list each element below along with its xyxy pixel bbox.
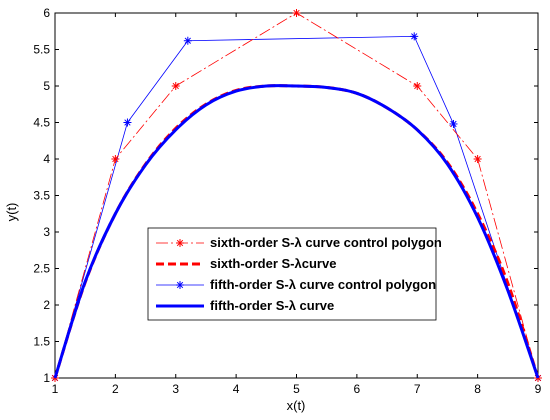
- y-tick-label: 3.5: [33, 189, 50, 203]
- plot-area: [51, 9, 542, 382]
- x-tick-label: 2: [112, 382, 119, 396]
- x-tick-label: 3: [172, 382, 179, 396]
- legend-label-2: fifth-order S-λ curve control polygon: [210, 277, 436, 292]
- legend-label-3: fifth-order S-λ curve: [210, 298, 334, 313]
- legend-marker-2: [176, 281, 184, 289]
- y-tick-label: 4.5: [33, 116, 50, 130]
- y-tick-label: 5: [43, 79, 50, 93]
- series-0-point: [413, 82, 422, 90]
- series-0-point: [473, 155, 482, 163]
- series-2-point: [449, 119, 458, 128]
- x-axis-label: x(t): [287, 398, 306, 413]
- y-axis-label: y(t): [4, 203, 19, 222]
- legend: sixth-order S-λ curve control polygon six…: [147, 227, 442, 321]
- legend-marker-0: [176, 239, 184, 247]
- legend-label-0: sixth-order S-λ curve control polygon: [210, 235, 442, 250]
- y-tick-label: 4: [43, 152, 50, 166]
- series-2-point: [410, 32, 419, 41]
- legend-label-1: sixth-order S-λcurve: [210, 256, 336, 271]
- x-tick-label: 7: [414, 382, 421, 396]
- series-line-3: [53, 84, 540, 379]
- series-0-point: [111, 155, 120, 163]
- x-tick-label: 9: [535, 382, 542, 396]
- x-tick-label: 8: [474, 382, 481, 396]
- series-0-point: [292, 9, 301, 17]
- x-tick-label: 6: [354, 382, 361, 396]
- y-tick-label: 1.5: [33, 335, 50, 349]
- series-0-point: [171, 82, 180, 90]
- series-2-point: [183, 36, 192, 45]
- y-tick-label: 1: [43, 371, 50, 385]
- tick-labels: 1 2 3 4 5 6 7 8 9 1 1.5 2 2.5 3 3.5 4 4.5 5 5.5 6: [33, 6, 541, 396]
- series-line-2: [54, 35, 539, 379]
- y-tick-label: 3: [43, 225, 50, 239]
- series-2-point: [123, 118, 132, 127]
- x-tick-label: 4: [233, 382, 240, 396]
- y-tick-label: 6: [43, 6, 50, 20]
- y-tick-label: 5.5: [33, 43, 50, 57]
- x-tick-label: 1: [52, 382, 59, 396]
- x-tick-label: 5: [293, 382, 300, 396]
- y-tick-label: 2.5: [33, 262, 50, 276]
- y-tick-label: 2: [43, 298, 50, 312]
